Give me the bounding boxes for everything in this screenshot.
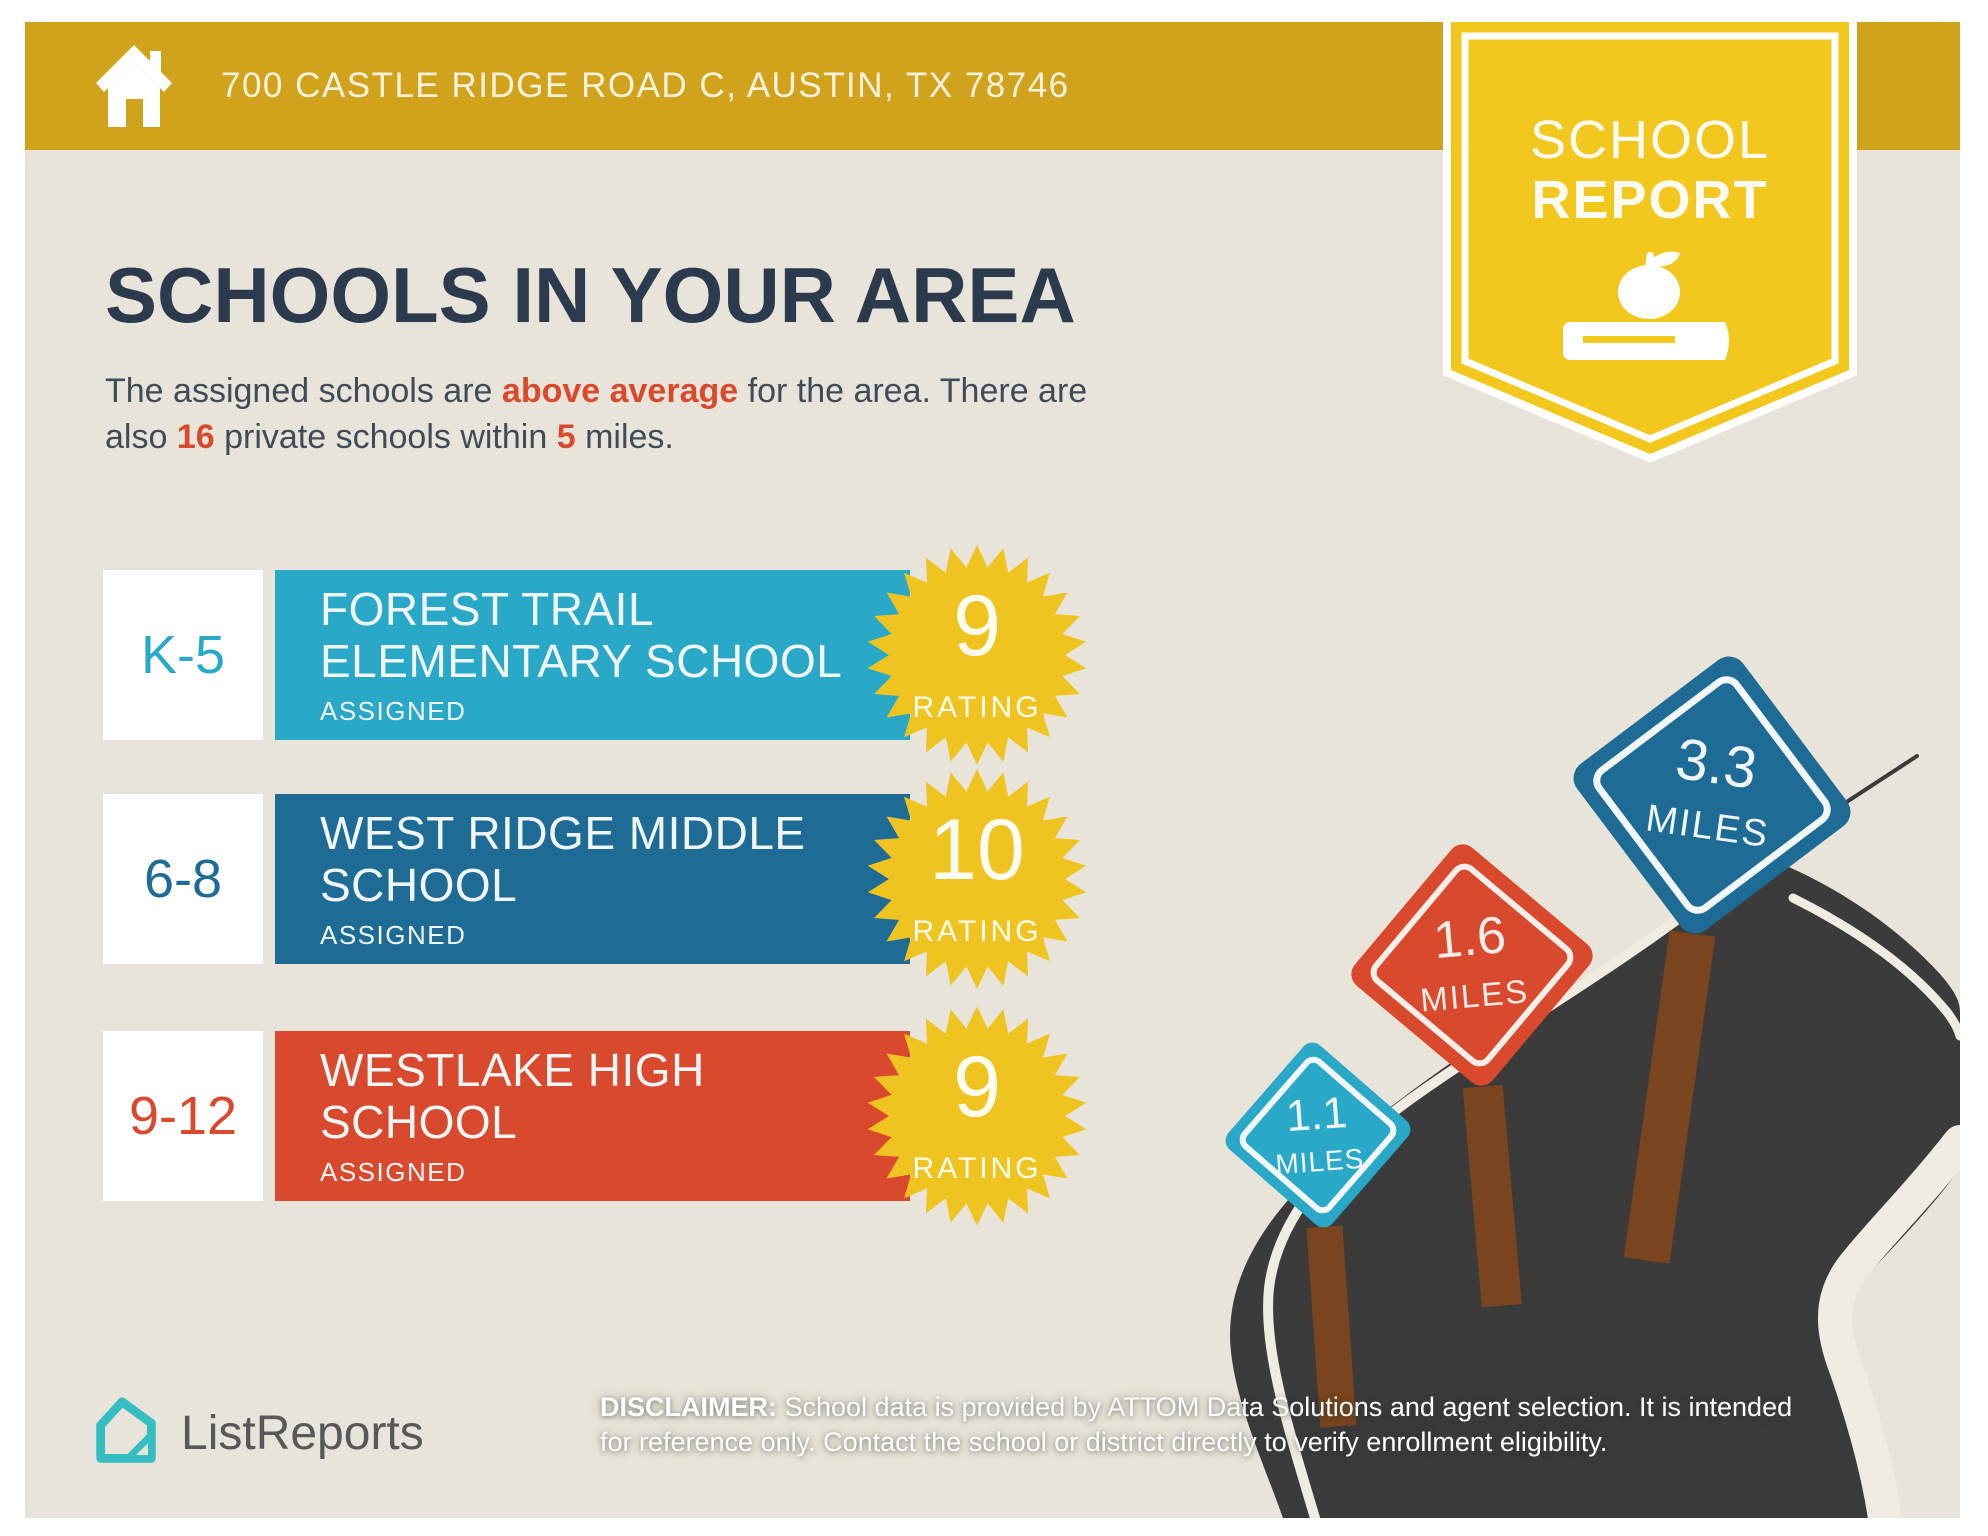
road-illustration: 1.1 MILES 1.6 MILES 3.3 xyxy=(1225,656,1960,1518)
school-name-line2: SCHOOL xyxy=(320,1096,518,1148)
sign-diamond-border xyxy=(1239,1056,1397,1214)
badge-line1: SCHOOL xyxy=(1530,110,1770,170)
sign-3-3-miles: 3.3 MILES xyxy=(1573,656,1851,1264)
road-body xyxy=(1230,858,1960,1518)
pennant-inner-border xyxy=(1461,32,1839,443)
school-row-middle: 6-8 WEST RIDGE MIDDLE SCHOOL ASSIGNED 10… xyxy=(25,769,1960,989)
listreports-logo-text: ListReports xyxy=(181,1406,424,1460)
rating-starburst xyxy=(867,1006,1087,1226)
school-name-line1: WESTLAKE HIGH xyxy=(320,1044,705,1096)
rating-label: RATING xyxy=(912,691,1041,724)
school-name-line2: ELEMENTARY SCHOOL xyxy=(320,635,843,687)
school-row-high: 9-12 WESTLAKE HIGH SCHOOL ASSIGNED 9 RAT… xyxy=(25,1006,1960,1226)
pennant-shape xyxy=(1443,22,1857,463)
sign-post xyxy=(1306,1225,1357,1428)
school-name-line1: FOREST TRAIL xyxy=(320,583,655,635)
page-title: SCHOOLS IN YOUR AREA xyxy=(105,251,1076,339)
subtitle-highlight-private-count: 16 xyxy=(176,418,215,456)
road-right-edge-line-lower xyxy=(1817,1125,1960,1518)
sign-distance-label: MILES xyxy=(1274,1143,1365,1180)
subtitle-text: The assigned schools are xyxy=(105,372,502,410)
apple-book-icon xyxy=(1563,251,1729,360)
road-right-edge-line-upper xyxy=(1788,893,1960,1041)
subtitle-text: private schools within xyxy=(214,418,557,456)
school-report-badge: SCHOOL REPORT xyxy=(1443,22,1857,463)
listreports-house-icon xyxy=(96,1397,156,1463)
sign-diamond xyxy=(1351,844,1593,1086)
rating-value: 9 xyxy=(953,1039,1001,1135)
sign-distance-value: 3.3 xyxy=(1672,726,1761,802)
school-bar: FOREST TRAIL ELEMENTARY SCHOOL ASSIGNED xyxy=(275,570,910,740)
sign-diamond-border xyxy=(1593,676,1831,914)
sign-diamond-border xyxy=(1370,863,1574,1067)
listreports-logo: ListReports xyxy=(87,1394,424,1472)
school-name-line1: WEST RIDGE MIDDLE xyxy=(320,807,806,859)
school-row-elementary: K-5 FOREST TRAIL ELEMENTARY SCHOOL ASSIG… xyxy=(25,545,1960,765)
school-name-line2: SCHOOL xyxy=(320,859,518,911)
disclaimer-line1: School data is provided by ATTOM Data So… xyxy=(777,1392,1793,1422)
sign-post xyxy=(1462,1084,1522,1308)
property-address: 700 CASTLE RIDGE ROAD C, AUSTIN, TX 7874… xyxy=(221,66,1070,105)
sign-1-1-miles: 1.1 MILES xyxy=(1225,1042,1411,1428)
disclaimer-text: DISCLAIMER: School data is provided by A… xyxy=(600,1390,1910,1460)
rating-label: RATING xyxy=(912,915,1041,948)
content-area: 1.1 MILES 1.6 MILES 3.3 xyxy=(25,22,1960,1518)
rating-starburst xyxy=(867,769,1087,989)
rating-label: RATING xyxy=(912,1152,1041,1185)
school-bar: WEST RIDGE MIDDLE SCHOOL ASSIGNED xyxy=(275,794,910,964)
home-icon xyxy=(96,45,172,127)
school-status: ASSIGNED xyxy=(320,1157,467,1187)
subtitle-text: also xyxy=(105,418,177,456)
subtitle-highlight-above-average: above average xyxy=(501,372,739,410)
sign-distance-value: 1.1 xyxy=(1284,1088,1348,1141)
grade-range-badge: K-5 xyxy=(103,570,263,740)
school-bar: WESTLAKE HIGH SCHOOL ASSIGNED xyxy=(275,1031,910,1201)
rating-badge: 10 RATING xyxy=(867,769,1087,989)
disclaimer-label: DISCLAIMER: xyxy=(600,1392,777,1422)
school-status: ASSIGNED xyxy=(320,920,467,950)
sign-post xyxy=(1623,930,1716,1264)
grade-range-badge: 6-8 xyxy=(103,794,263,964)
subtitle-highlight-miles: 5 xyxy=(556,418,576,456)
subtitle-text: miles. xyxy=(575,418,674,456)
page-subtitle: The assigned schools are above average f… xyxy=(105,368,1205,460)
badge-line2: REPORT xyxy=(1531,170,1768,230)
sign-diamond xyxy=(1573,656,1851,934)
rating-starburst xyxy=(867,545,1087,765)
rating-badge: 9 RATING xyxy=(867,1006,1087,1226)
sign-1-6-miles: 1.6 MILES xyxy=(1351,844,1593,1308)
sign-distance-value: 1.6 xyxy=(1431,906,1508,970)
rating-value: 10 xyxy=(929,802,1025,898)
subtitle-text: for the area. There are xyxy=(738,372,1088,410)
rating-badge: 9 RATING xyxy=(867,545,1087,765)
rating-value: 9 xyxy=(953,578,1001,674)
disclaimer-line2: for reference only. Contact the school o… xyxy=(600,1427,1608,1457)
school-status: ASSIGNED xyxy=(320,696,467,726)
sign-diamond xyxy=(1225,1042,1411,1228)
grade-range-badge: 9-12 xyxy=(103,1031,263,1201)
